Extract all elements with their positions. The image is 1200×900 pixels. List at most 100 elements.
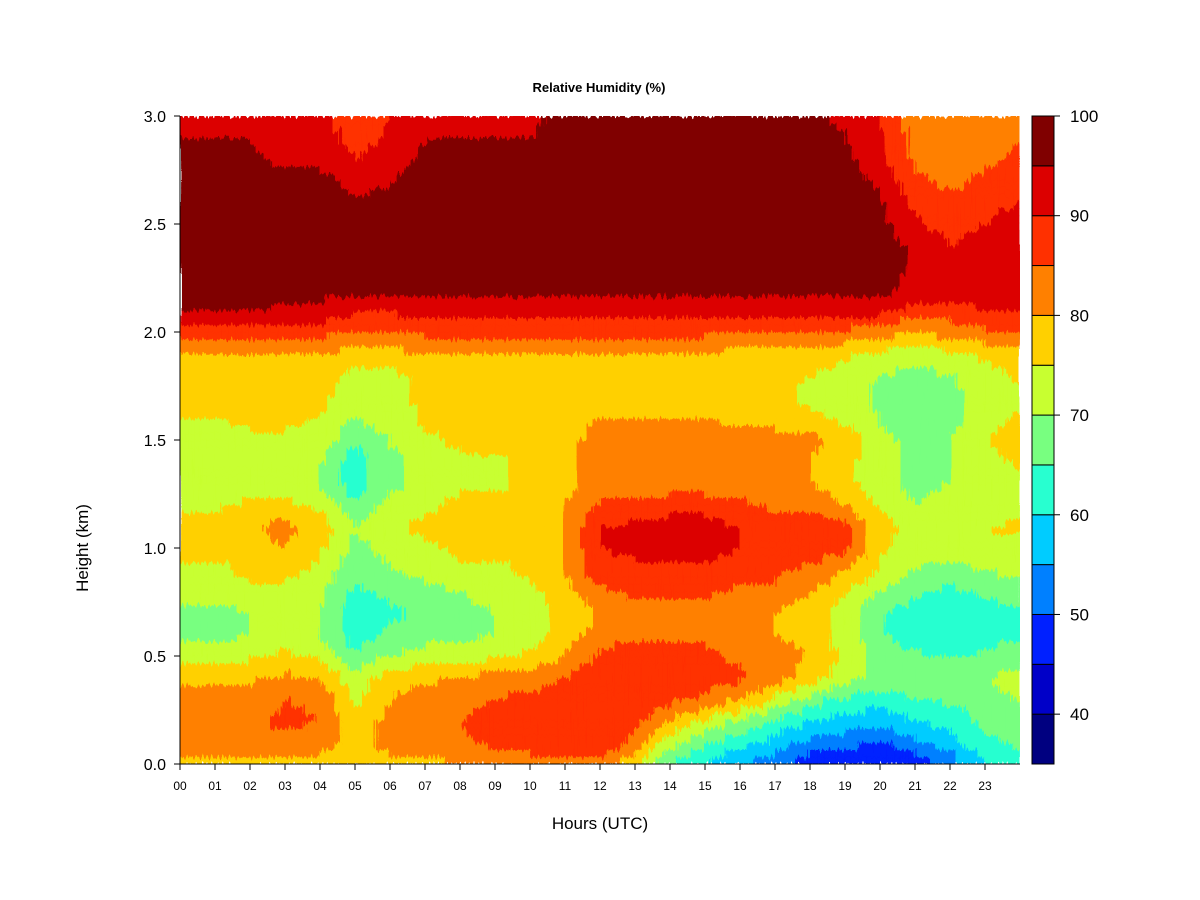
heatmap-cell [480,518,489,527]
heatmap-cell [396,727,405,736]
heatmap-cell [557,583,566,592]
heatmap-cell [858,526,867,534]
heatmap-cell [592,749,601,758]
heatmap-cell [242,583,251,592]
heatmap-cell [942,504,951,513]
heatmap-cell [326,468,335,477]
heatmap-cell [844,713,853,722]
heatmap-cell [1012,698,1020,707]
heatmap-cell [774,742,783,750]
heatmap-cell [389,533,398,542]
heatmap-cell [249,554,258,563]
heatmap-cell [690,641,699,650]
heatmap-cell [942,562,951,570]
heatmap-cell [711,554,720,563]
heatmap-cell [865,547,874,556]
heatmap-cell [970,670,979,678]
heatmap-cell [508,634,517,642]
heatmap-cell [200,569,209,578]
heatmap-cell [620,576,629,585]
heatmap-cell [711,648,720,657]
heatmap-cell [235,727,244,736]
heatmap-cell [984,655,993,664]
heatmap-cell [641,720,650,729]
heatmap-cell [1005,511,1014,520]
heatmap-cell [669,490,678,498]
heatmap-cell [984,468,993,477]
heatmap-cell [515,691,524,700]
heatmap-cell [389,691,398,700]
heatmap-cell [242,526,251,534]
heatmap-cell [949,518,958,527]
heatmap-cell [228,526,237,534]
heatmap-cell [263,641,272,650]
heatmap-cell [725,749,734,758]
heatmap-cell [382,576,391,585]
heatmap-cell [907,691,916,700]
heatmap-cell [578,475,587,484]
heatmap-cell [256,598,265,606]
heatmap-cell [921,562,930,570]
heatmap-cell [180,626,188,635]
heatmap-cell [200,547,209,556]
heatmap-cell [214,554,223,563]
heatmap-cell [375,497,384,506]
heatmap-cell [340,684,349,693]
heatmap-cell [431,684,440,693]
heatmap-cell [879,562,888,570]
heatmap-cell [648,598,657,606]
heatmap-cell [396,569,405,578]
heatmap-cell [515,648,524,657]
heatmap-cell [543,482,552,491]
heatmap-cell [823,576,832,585]
heatmap-cell [186,648,195,657]
heatmap-cell [494,526,503,534]
heatmap-cell [207,511,216,520]
heatmap-cell [788,706,797,714]
heatmap-cell [571,742,580,750]
heatmap-cell [921,540,930,549]
heatmap-cell [494,576,503,585]
heatmap-cell [200,511,209,520]
heatmap-cell [704,605,713,614]
heatmap-cell [634,677,643,686]
heatmap-cell [361,583,370,592]
heatmap-cell [326,598,335,606]
heatmap-cell [634,554,643,563]
heatmap-cell [907,677,916,686]
heatmap-cell [620,590,629,599]
heatmap-cell [326,662,335,671]
heatmap-cell [970,641,979,650]
heatmap-cell [697,461,706,470]
heatmap-cell [851,511,860,520]
heatmap-cell [634,475,643,484]
heatmap-cell [410,540,419,549]
heatmap-cell [837,698,846,707]
heatmap-cell [347,583,356,592]
heatmap-cell [704,634,713,642]
heatmap-cell [270,482,279,491]
heatmap-cell [613,475,622,484]
heatmap-cell [494,562,503,570]
heatmap-cell [1012,562,1020,570]
heatmap-cell [235,648,244,657]
heatmap-cell [655,504,664,513]
heatmap-cell [410,641,419,650]
heatmap-cell [578,641,587,650]
heatmap-cell [557,547,566,556]
heatmap-cell [494,662,503,671]
heatmap-cell [620,734,629,743]
heatmap-cell [522,634,531,642]
heatmap-cell [991,713,1000,722]
heatmap-cell [305,504,314,513]
heatmap-cell [235,677,244,686]
heatmap-cell [466,648,475,657]
heatmap-cell [788,475,797,484]
heatmap-cell [634,497,643,506]
heatmap-cell [865,713,874,722]
heatmap-cell [942,518,951,527]
heatmap-cell [501,598,510,606]
heatmap-cell [382,540,391,549]
heatmap-cell [802,598,811,606]
heatmap-cell [515,533,524,542]
